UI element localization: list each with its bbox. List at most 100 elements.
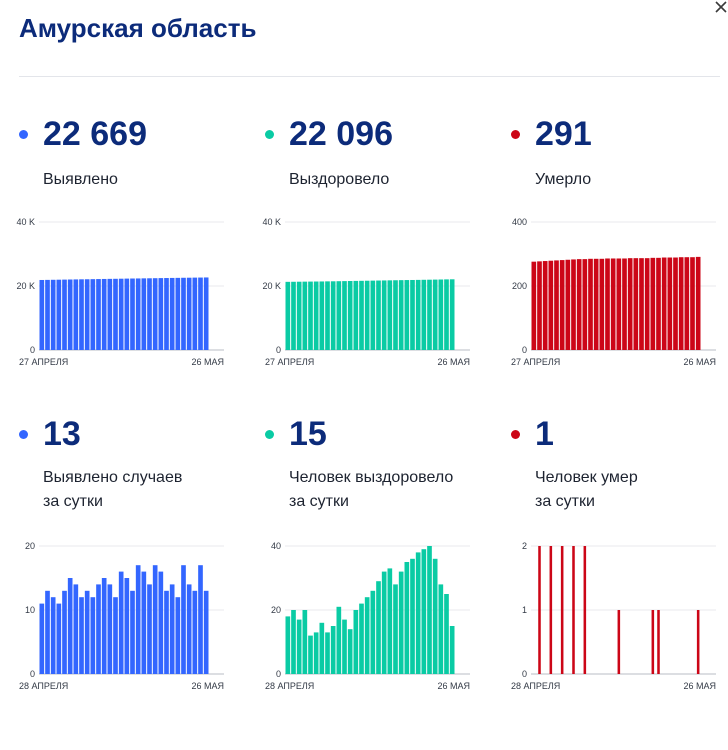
bar bbox=[192, 590, 198, 674]
bar bbox=[684, 257, 690, 350]
bar bbox=[347, 629, 353, 674]
bar bbox=[370, 280, 376, 350]
header-divider bbox=[19, 76, 720, 77]
bar bbox=[118, 571, 124, 674]
bar-chart: 0 10 20 28 АПРЕЛЯ 26 МАЯ bbox=[19, 541, 224, 691]
bar bbox=[296, 281, 302, 350]
page-title: Амурская область bbox=[19, 13, 257, 43]
x-tick-label-start: 27 АПРЕЛЯ bbox=[265, 357, 314, 367]
bar bbox=[651, 610, 655, 674]
stat-panel-detected-daily: 13 Выявлено случаев за сутки 0 10 20 28 АПРЕЛЯ… bbox=[19, 415, 249, 750]
bar bbox=[364, 280, 370, 350]
bar bbox=[376, 581, 381, 674]
bar bbox=[141, 571, 147, 674]
bar bbox=[308, 281, 313, 350]
y-tick-label: 20 bbox=[25, 541, 35, 551]
bar bbox=[376, 280, 381, 350]
bar bbox=[370, 590, 376, 674]
bar bbox=[432, 279, 438, 350]
bar bbox=[353, 610, 359, 674]
stat-label: Выявлено случаев за сутки bbox=[43, 466, 182, 514]
bar bbox=[678, 257, 684, 350]
bar bbox=[56, 279, 62, 350]
bar bbox=[342, 619, 347, 674]
x-tick-label-start: 27 АПРЕЛЯ bbox=[19, 357, 68, 367]
bar bbox=[169, 584, 175, 674]
bar bbox=[96, 279, 101, 350]
legend-dot bbox=[19, 130, 28, 139]
bar bbox=[657, 610, 660, 674]
x-tick-label-start: 28 АПРЕЛЯ bbox=[511, 681, 560, 691]
bar bbox=[56, 603, 62, 674]
bar bbox=[308, 635, 313, 674]
bar bbox=[101, 278, 107, 350]
bar bbox=[164, 278, 169, 350]
bar bbox=[542, 261, 548, 350]
stat-label: Человек выздоровело за сутки bbox=[289, 466, 453, 514]
bar bbox=[175, 277, 181, 350]
bar bbox=[673, 257, 678, 350]
bar bbox=[381, 280, 387, 350]
bar bbox=[39, 279, 45, 350]
bar bbox=[438, 584, 444, 674]
bar bbox=[554, 260, 559, 350]
bar bbox=[90, 279, 96, 350]
bar bbox=[158, 278, 164, 350]
bar bbox=[415, 279, 421, 350]
bar-chart: 0 20 K 40 K 27 АПРЕЛЯ 26 МАЯ bbox=[16, 217, 224, 367]
bar bbox=[285, 281, 291, 350]
bar bbox=[181, 565, 186, 674]
bar bbox=[588, 258, 593, 350]
bar bbox=[39, 603, 45, 674]
bar bbox=[538, 546, 541, 674]
bar bbox=[302, 281, 308, 350]
x-tick-label-start: 27 АПРЕЛЯ bbox=[511, 357, 560, 367]
bar bbox=[690, 257, 695, 350]
bar bbox=[364, 597, 370, 674]
y-tick-label: 0 bbox=[30, 669, 35, 679]
bar bbox=[398, 571, 404, 674]
bar bbox=[696, 610, 700, 674]
bar bbox=[62, 279, 67, 350]
bar bbox=[113, 597, 118, 674]
bar bbox=[353, 280, 359, 350]
bar bbox=[186, 277, 192, 350]
bar bbox=[576, 259, 582, 350]
bar bbox=[67, 578, 73, 674]
bar bbox=[147, 584, 152, 674]
bar bbox=[67, 279, 73, 350]
y-tick-label: 40 K bbox=[16, 217, 35, 227]
bar bbox=[583, 546, 587, 674]
bar bbox=[135, 565, 141, 674]
bar bbox=[96, 584, 101, 674]
bar bbox=[656, 257, 661, 350]
bar bbox=[186, 584, 192, 674]
bar bbox=[560, 546, 564, 674]
bar bbox=[101, 578, 107, 674]
x-tick-label-end: 26 МАЯ bbox=[437, 681, 470, 691]
stat-value: 22 096 bbox=[289, 115, 393, 153]
bar bbox=[404, 562, 410, 674]
legend-dot bbox=[511, 130, 520, 139]
bar bbox=[45, 279, 50, 350]
bar bbox=[667, 257, 673, 350]
bar bbox=[627, 258, 633, 350]
legend-dot bbox=[265, 430, 274, 439]
stat-label-line: Выявлено случаев bbox=[43, 469, 183, 486]
stat-label-line: Выявлено bbox=[43, 171, 118, 188]
bar-chart: 0 20 40 28 АПРЕЛЯ 26 МАЯ bbox=[265, 541, 470, 691]
stat-label-line: Человек выздоровело bbox=[289, 469, 454, 486]
y-tick-label: 0 bbox=[522, 345, 527, 355]
bar bbox=[639, 258, 644, 350]
stat-label: Умерло bbox=[535, 168, 591, 192]
close-icon[interactable] bbox=[714, 0, 728, 14]
bar bbox=[449, 279, 455, 350]
bar bbox=[572, 546, 575, 674]
stat-value: 291 bbox=[535, 115, 592, 153]
bar bbox=[427, 279, 432, 350]
bar bbox=[84, 590, 90, 674]
bar bbox=[175, 597, 181, 674]
bar bbox=[147, 278, 152, 350]
legend-dot bbox=[265, 130, 274, 139]
bar bbox=[62, 590, 67, 674]
